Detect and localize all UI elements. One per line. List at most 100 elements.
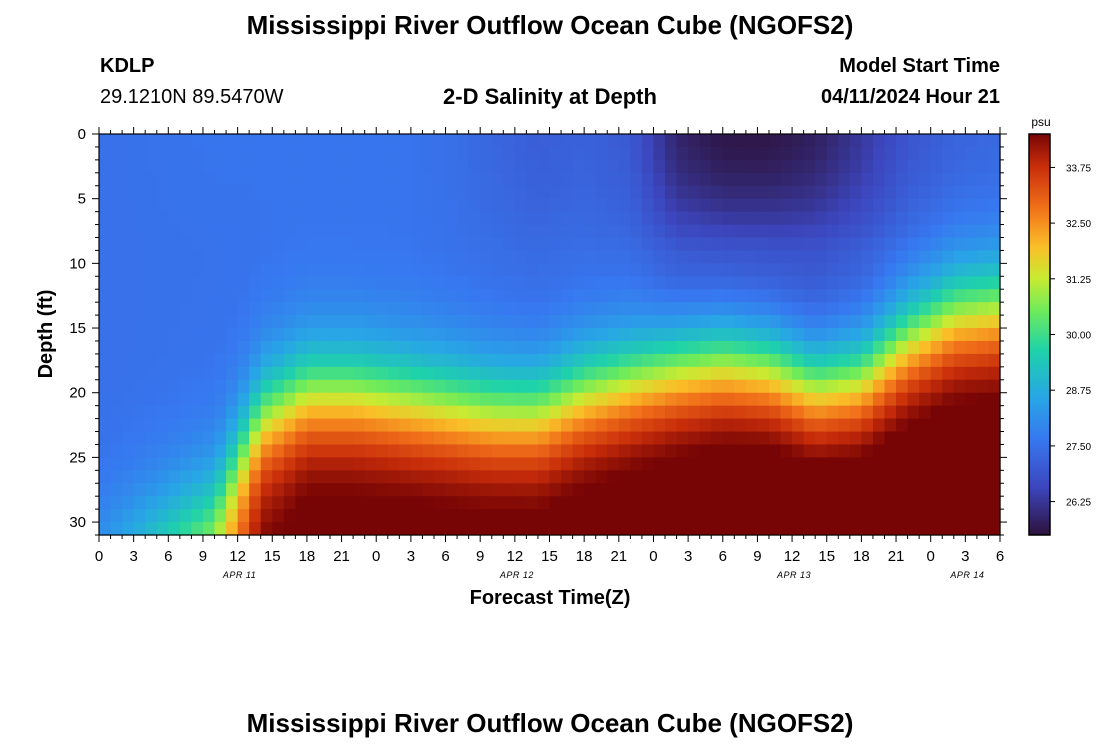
heatmap-cell	[295, 211, 308, 226]
heatmap-cell	[341, 522, 354, 536]
heatmap-cell	[618, 302, 631, 316]
heatmap-cell	[872, 392, 886, 407]
heatmap-cell	[699, 185, 712, 200]
heatmap-cell	[861, 185, 874, 200]
heatmap-cell	[226, 315, 239, 329]
heatmap-cell	[249, 328, 262, 342]
heatmap-cell	[607, 134, 620, 148]
heatmap-cell	[145, 379, 158, 394]
heatmap-cell	[202, 198, 216, 213]
heatmap-cell	[399, 366, 412, 381]
heatmap-cell	[399, 509, 412, 523]
heatmap-cell	[572, 328, 585, 342]
heatmap-cell	[283, 211, 296, 226]
heatmap-cell	[872, 340, 886, 355]
x-tick-label: 12	[229, 548, 246, 565]
heatmap-cell	[826, 237, 839, 252]
heatmap-cell	[237, 418, 250, 433]
heatmap-cell	[468, 496, 481, 510]
heatmap-cell	[896, 431, 909, 446]
heatmap-cell	[283, 276, 296, 290]
heatmap-cell	[919, 134, 932, 148]
heatmap-cell	[722, 496, 735, 510]
heatmap-cell	[676, 522, 689, 536]
heatmap-cell	[757, 302, 770, 316]
heatmap-cell	[491, 302, 504, 316]
heatmap-cell	[838, 470, 851, 484]
heatmap-cell	[156, 211, 169, 226]
heatmap-cell	[665, 315, 678, 329]
heatmap-cell	[815, 237, 828, 252]
heatmap-cell	[537, 366, 551, 381]
heatmap-cell	[965, 146, 978, 161]
heatmap-cell	[976, 496, 990, 510]
heatmap-cell	[584, 315, 597, 329]
heatmap-cell	[387, 198, 400, 213]
heatmap-cell	[179, 379, 193, 394]
heatmap-cell	[745, 237, 759, 252]
heatmap-cell	[780, 328, 793, 342]
heatmap-cell	[295, 522, 308, 536]
colorbar-tick-label: 32.50	[1066, 219, 1091, 230]
heatmap-cell	[595, 315, 608, 329]
heatmap-cell	[826, 328, 839, 342]
heatmap-cell	[387, 470, 400, 484]
heatmap-cell	[665, 198, 678, 213]
heatmap-cell	[514, 470, 527, 484]
heatmap-cell	[734, 353, 747, 368]
heatmap-cell	[803, 211, 816, 226]
heatmap-cell	[202, 263, 216, 277]
heatmap-cell	[295, 172, 308, 187]
heatmap-cell	[595, 328, 608, 342]
heatmap-cell	[734, 483, 747, 497]
heatmap-cell	[803, 496, 816, 510]
heatmap-cell	[318, 431, 331, 446]
heatmap-cell	[110, 237, 123, 252]
heatmap-cell	[445, 444, 458, 458]
heatmap-cell	[872, 211, 886, 226]
heatmap-cell	[168, 302, 181, 316]
date-label: APR 14	[949, 570, 984, 580]
heatmap-cell	[364, 159, 377, 174]
y-tick-label: 15	[69, 320, 86, 337]
heatmap-cell	[584, 146, 597, 161]
heatmap-cell	[711, 159, 724, 174]
heatmap-cell	[711, 134, 724, 148]
heatmap-cell	[988, 185, 1001, 200]
heatmap-cell	[699, 379, 712, 394]
heatmap-cell	[884, 431, 897, 446]
heatmap-cell	[110, 185, 123, 200]
heatmap-cell	[364, 211, 377, 226]
heatmap-cell	[468, 418, 481, 433]
heatmap-cell	[110, 328, 123, 342]
heatmap-cell	[780, 418, 793, 433]
heatmap-cell	[202, 302, 216, 316]
heatmap-cell	[907, 353, 920, 368]
heatmap-cell	[792, 289, 805, 303]
heatmap-cell	[953, 379, 966, 394]
heatmap-cell	[260, 224, 273, 239]
heatmap-cell	[988, 237, 1001, 252]
heatmap-cell	[572, 405, 585, 420]
heatmap-cell	[826, 392, 839, 407]
heatmap-cell	[653, 405, 666, 420]
heatmap-cell	[376, 405, 389, 420]
heatmap-cell	[318, 211, 331, 226]
heatmap-cell	[641, 211, 655, 226]
heatmap-cell	[295, 276, 308, 290]
heatmap-cell	[561, 431, 574, 446]
heatmap-cell	[896, 302, 909, 316]
heatmap-cell	[445, 172, 458, 187]
heatmap-cell	[156, 470, 169, 484]
heatmap-cell	[214, 146, 227, 161]
heatmap-cell	[584, 379, 597, 394]
heatmap-cell	[780, 172, 793, 187]
heatmap-cell	[826, 263, 839, 277]
heatmap-cell	[826, 250, 839, 264]
heatmap-cell	[745, 457, 759, 471]
heatmap-cell	[919, 159, 932, 174]
heatmap-cell	[145, 340, 158, 355]
heatmap-cell	[849, 483, 862, 497]
heatmap-cell	[826, 483, 839, 497]
heatmap-cell	[872, 328, 886, 342]
